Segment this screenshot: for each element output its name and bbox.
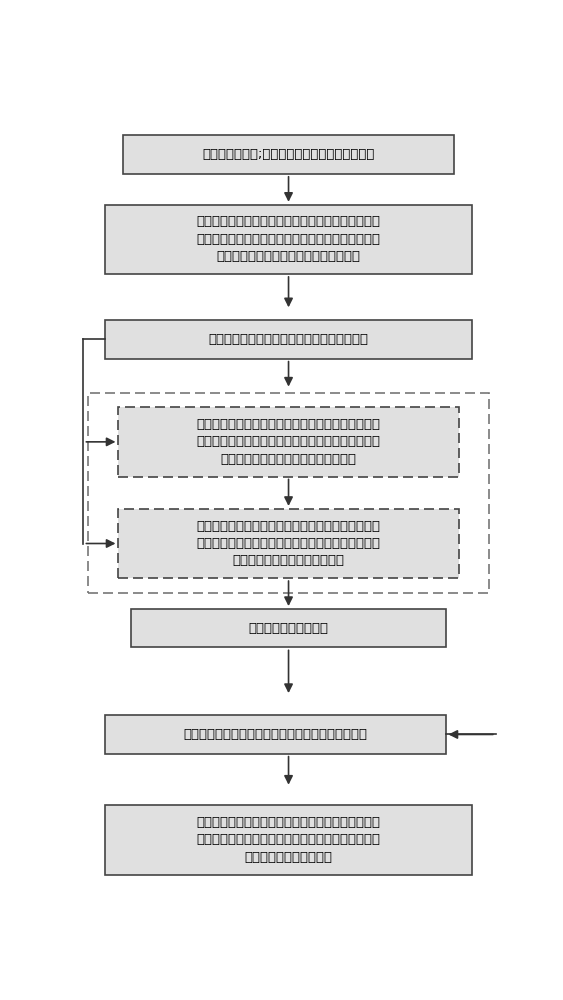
Bar bbox=[105, 320, 472, 359]
Text: 判断检测的硬度值是否小于叶片表面标准硬度，若检
测到的硬度值小于叶片表面标准硬度，则标记该位置
缺陷种类为叶片表面气泡: 判断检测的硬度值是否小于叶片表面标准硬度，若检 测到的硬度值小于叶片表面标准硬度… bbox=[196, 816, 381, 864]
Text: 标记叶片表面缺陷种类: 标记叶片表面缺陷种类 bbox=[248, 622, 329, 635]
Bar bbox=[105, 715, 446, 754]
Bar bbox=[118, 509, 459, 578]
Text: 压力检测模块放置在叶片表面待检测区域，在待检测
区域表面沿设定轨迹移动压力检测模块，压力检测模
块实时检测待检测区域表面的实时压力值: 压力检测模块放置在叶片表面待检测区域，在待检测 区域表面沿设定轨迹移动压力检测模… bbox=[196, 215, 381, 263]
Text: 获取压差预设值;设定压力检测模块的标准压力值: 获取压差预设值;设定压力检测模块的标准压力值 bbox=[202, 148, 375, 161]
Text: 当压力差值小于零，且压力差值的绝对值大于第二压
差预设值时，判定待检测区域内检测到的实时压力值
的位置缺陷种类为叶片表面凹陷: 当压力差值小于零，且压力差值的绝对值大于第二压 差预设值时，判定待检测区域内检测… bbox=[196, 520, 381, 568]
Bar bbox=[118, 407, 459, 477]
Bar bbox=[88, 393, 489, 593]
Bar bbox=[105, 205, 472, 274]
Bar bbox=[123, 135, 454, 174]
Text: 检测叶片表面凸起位置或叶片表面气泡位置的硬度；: 检测叶片表面凸起位置或叶片表面气泡位置的硬度； bbox=[184, 728, 368, 741]
Bar bbox=[105, 805, 472, 875]
Text: 当压力差值大于零，且压力差值大于第一压差预设值
时，判定待检测区域内检测到的实时压力值的位置缺
陷种类为叶片表面凸起或叶片表面气泡: 当压力差值大于零，且压力差值大于第一压差预设值 时，判定待检测区域内检测到的实时… bbox=[196, 418, 381, 466]
Bar bbox=[132, 609, 446, 647]
Text: 计算实时压力值与标准压力值之间的压力差值: 计算实时压力值与标准压力值之间的压力差值 bbox=[208, 333, 369, 346]
